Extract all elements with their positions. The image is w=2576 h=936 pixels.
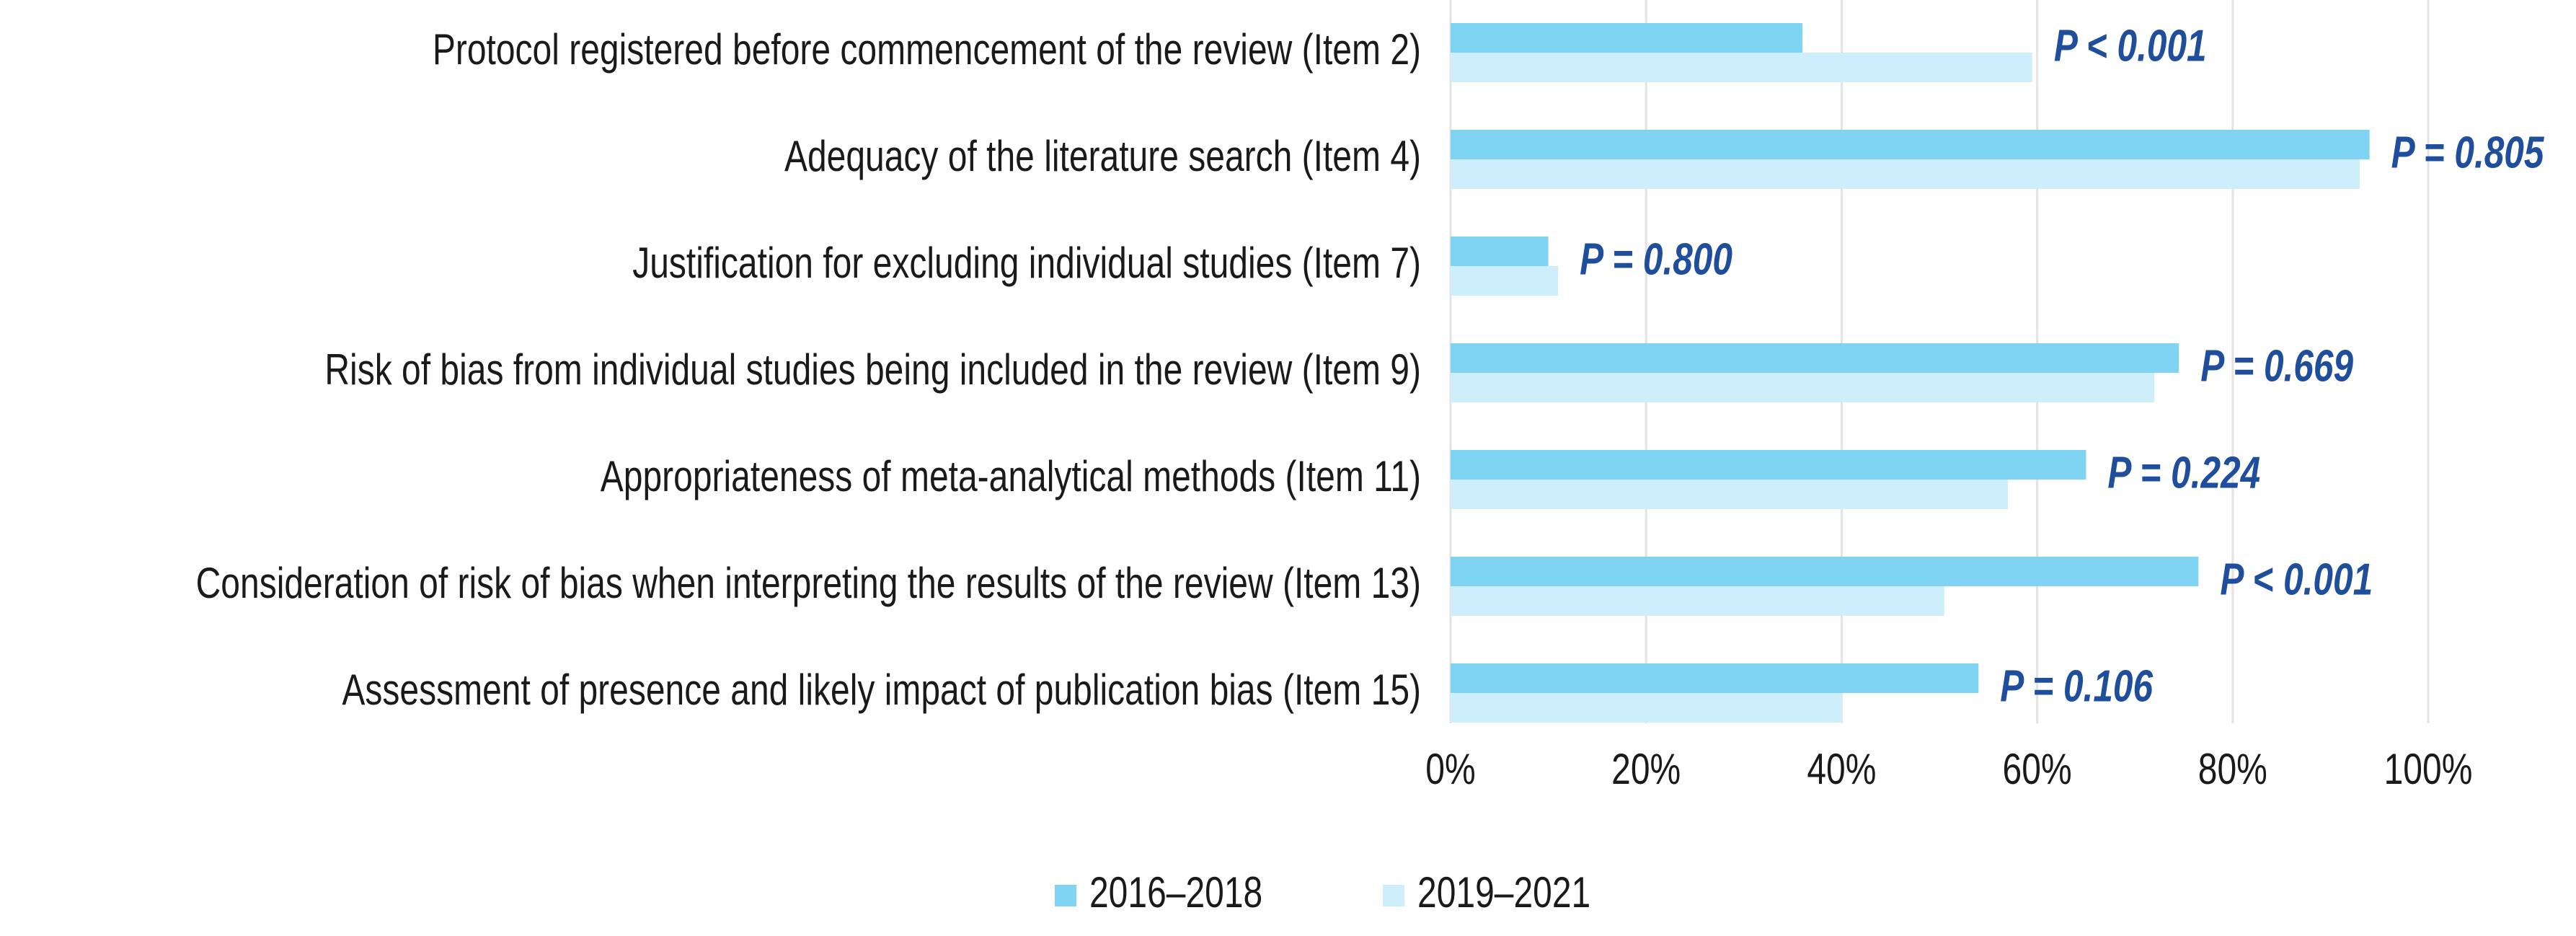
bar [1451,586,1944,616]
bar [1451,663,1979,693]
bar [1451,480,2008,509]
p-value-label: P < 0.001 [2220,554,2373,604]
x-tick-label: 40% [1807,745,1876,793]
x-tick-label: 100% [2384,745,2473,793]
bar [1451,557,2199,586]
y-tick-label: Assessment of presence and likely impact… [342,666,1421,714]
bar [1451,693,1842,723]
bar [1451,53,2032,82]
y-tick-label: Appropriateness of meta-analytical metho… [601,452,1421,500]
legend-swatch [1383,885,1404,906]
bar [1451,130,2370,159]
y-tick-label: Consideration of risk of bias when inter… [196,559,1421,607]
y-tick-label: Risk of bias from individual studies bei… [324,345,1421,394]
bar [1451,23,1803,53]
bar [1451,159,2360,189]
y-tick-label: Adequacy of the literature search (Item … [784,132,1421,180]
p-value-label: P = 0.800 [1580,234,1732,284]
bar [1451,237,1549,266]
legend-label: 2016–2018 [1089,868,1262,917]
x-tick-label: 20% [1611,745,1681,793]
p-value-label: P = 0.106 [2000,661,2154,711]
y-tick-label: Protocol registered before commencement … [433,25,1421,74]
bar [1451,266,1559,296]
bar [1451,450,2086,480]
legend-swatch [1055,885,1076,906]
p-value-label: P = 0.805 [2391,127,2545,177]
x-tick-label: 0% [1425,745,1475,793]
legend-label: 2019–2021 [1417,868,1590,917]
p-value-label: P < 0.001 [2054,20,2207,71]
x-tick-label: 80% [2198,745,2267,793]
p-value-label: P = 0.224 [2107,447,2260,498]
y-tick-label: Justification for excluding individual s… [632,239,1421,287]
bar [1451,373,2155,402]
bar [1451,343,2179,373]
x-tick-label: 60% [2003,745,2072,793]
p-value-label: P = 0.669 [2200,340,2353,391]
